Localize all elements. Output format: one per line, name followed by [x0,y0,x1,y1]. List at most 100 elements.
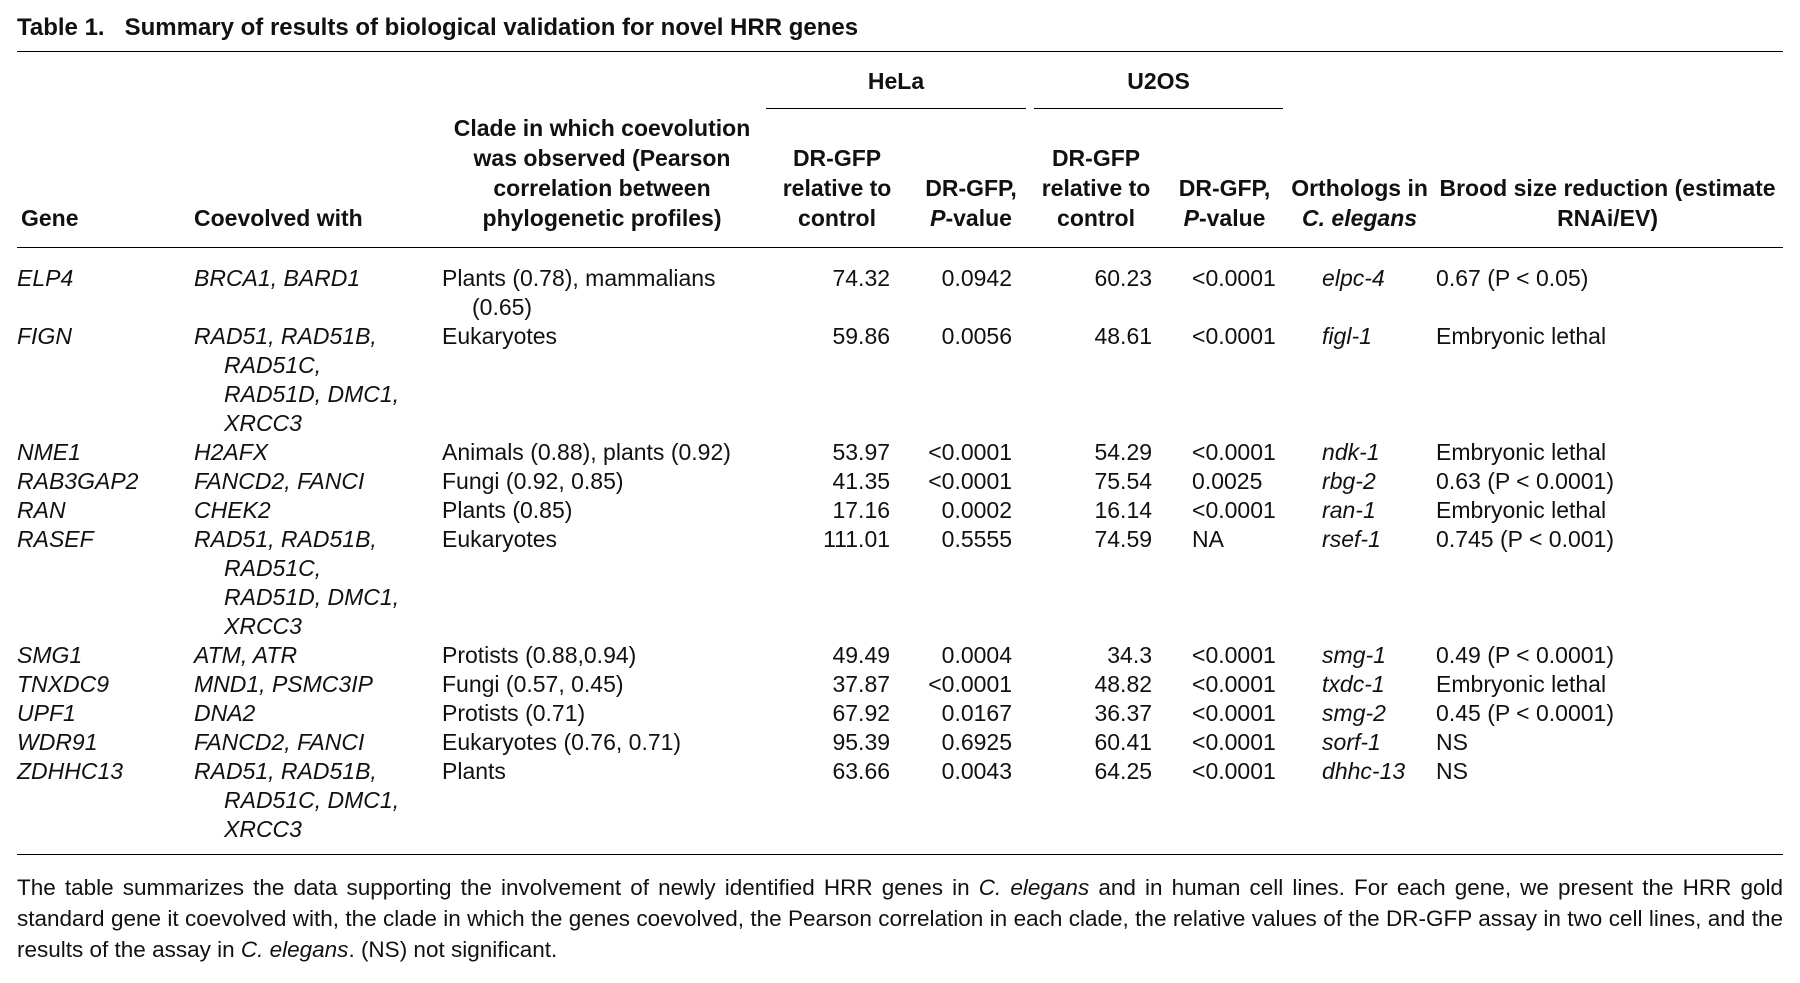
cell-text: Plants [442,758,506,784]
cell: ELP4 [17,265,74,291]
cell: 0.0025 [1192,468,1263,494]
cell-text: Plants (0.78), mammalians (0.65) [442,265,716,320]
text-part: DR-GFP relative to control [1041,145,1151,231]
cell: 111.01 [823,526,891,552]
cell-text: RAD51, RAD51B, RAD51C, RAD51D, DMC1, XRC… [194,526,400,639]
cell: <0.0001 [928,671,1013,697]
cell: 0.0056 [941,323,1013,349]
cell-text: ATM, ATR [194,642,298,668]
cell: Eukaryotes [442,525,762,641]
cell-text: Eukaryotes (0.76, 0.71) [442,729,682,755]
cell: BRCA1, BARD1 [164,248,442,323]
cell: SMG1 [17,642,83,668]
cell: RASEF [17,526,94,552]
cell: 49.49 [832,642,891,668]
text-part: Clade in which coevolution was observed … [453,115,751,231]
table-row: WDR91 FANCD2, FANCI Eukaryotes (0.76, 0.71… [17,728,1783,757]
cell: <0.0001 [1192,729,1276,755]
cell-text: FANCD2, FANCI [194,468,365,494]
cell: rsef-1 [1322,526,1381,552]
cell: Protists (0.71) [442,699,762,728]
cell: 0.0004 [941,642,1013,668]
cell: Embryonic lethal [1436,497,1607,523]
spacer [1287,52,1783,114]
cell: RAD51, RAD51B, RAD51C, DMC1, XRCC3 [164,757,442,855]
cell: 0.67 (P < 0.05) [1436,265,1589,291]
cell: Plants (0.85) [442,496,762,525]
cell-text: BRCA1, BARD1 [194,265,361,291]
title-text: Summary of results of biological validat… [124,14,859,41]
text-part: P [930,205,946,231]
cell: ran-1 [1322,497,1376,523]
cell: 0.6925 [941,729,1013,755]
spacer [17,52,762,114]
cell: Protists (0.88,0.94) [442,641,762,670]
cell: 0.0043 [941,758,1013,784]
cell: MND1, PSMC3IP [164,670,442,699]
cell: 0.745 (P < 0.001) [1436,526,1615,552]
cell: RAN [17,497,66,523]
cell: <0.0001 [1192,323,1276,349]
cell: 60.41 [1094,729,1153,755]
cell: H2AFX [164,438,442,467]
results-table: HeLa U2OS Gene Coevolved with Clade in whic… [17,51,1784,855]
cell: 75.54 [1094,468,1153,494]
cell: 0.45 (P < 0.0001) [1436,700,1615,726]
text-part: Orthologs in [1291,175,1428,201]
cell: 17.16 [832,497,891,523]
cell: Plants [442,757,762,855]
cell: Embryonic lethal [1436,671,1607,697]
table-row: ELP4 BRCA1, BARD1 Plants (0.78), mammalian… [17,248,1783,323]
cell: <0.0001 [1192,700,1276,726]
cell: 0.63 (P < 0.0001) [1436,468,1615,494]
cell: 48.61 [1094,323,1153,349]
column-header: Brood size reduction (estimate RNAi/EV) [1432,113,1784,248]
column-header: DR-GFP, P-value [912,113,1031,248]
text-part: Gene [21,205,79,231]
cell: Embryonic lethal [1436,439,1607,465]
table-row: TNXDC9 MND1, PSMC3IP Fungi (0.57, 0.45) 37.… [17,670,1783,699]
column-row: Gene Coevolved with Clade in which coevolu… [17,113,1784,248]
cell: ZDHHC13 [17,758,124,784]
cell: CHEK2 [164,496,442,525]
table-head: HeLa U2OS Gene Coevolved with Clade in whic… [17,52,1784,248]
cell: RAB3GAP2 [17,468,139,494]
cell: <0.0001 [1192,439,1276,465]
column-header: DR-GFP relative to control [1030,113,1163,248]
cell: NS [1436,758,1468,784]
cell: 53.97 [832,439,891,465]
text-part: . (NS) not significant. [348,937,558,962]
cell-text: Animals (0.88), plants (0.92) [442,439,731,465]
cell: <0.0001 [1192,265,1276,291]
cell: ndk-1 [1322,439,1380,465]
text-part: Coevolved with [194,205,363,231]
cell: NS [1436,729,1468,755]
cell-text: DNA2 [194,700,256,726]
cell: elpc-4 [1322,265,1385,291]
text-part: DR-GFP relative to control [782,145,892,231]
cell: Eukaryotes [442,322,762,438]
cell-text: Fungi (0.57, 0.45) [442,671,624,697]
table-row: FIGN RAD51, RAD51B, RAD51C, RAD51D, DMC1,… [17,322,1783,438]
cell: 63.66 [832,758,891,784]
cell: RAD51, RAD51B, RAD51C, RAD51D, DMC1, XRC… [164,525,442,641]
cell: Fungi (0.57, 0.45) [442,670,762,699]
cell-text: H2AFX [194,439,269,465]
cell: Fungi (0.92, 0.85) [442,467,762,496]
cell-text: RAD51, RAD51B, RAD51C, DMC1, XRCC3 [194,758,400,842]
cell: UPF1 [17,700,76,726]
group-header: HeLa [762,52,1030,114]
cell: 0.5555 [941,526,1013,552]
table-body: ELP4 BRCA1, BARD1 Plants (0.78), mammalian… [17,248,1783,855]
text-part: -value [945,205,1012,231]
group-row: HeLa U2OS [17,52,1783,114]
cell: figl-1 [1322,323,1372,349]
table-row: RAB3GAP2 FANCD2, FANCI Fungi (0.92, 0.85) 4… [17,467,1783,496]
cell: TNXDC9 [17,671,110,697]
cell: RAD51, RAD51B, RAD51C, RAD51D, DMC1, XRC… [164,322,442,438]
text-part: DR-GFP, [925,175,1017,201]
cell: 48.82 [1094,671,1153,697]
cell: 60.23 [1094,265,1153,291]
column-header: Coevolved with [164,113,442,248]
cell: 95.39 [832,729,891,755]
